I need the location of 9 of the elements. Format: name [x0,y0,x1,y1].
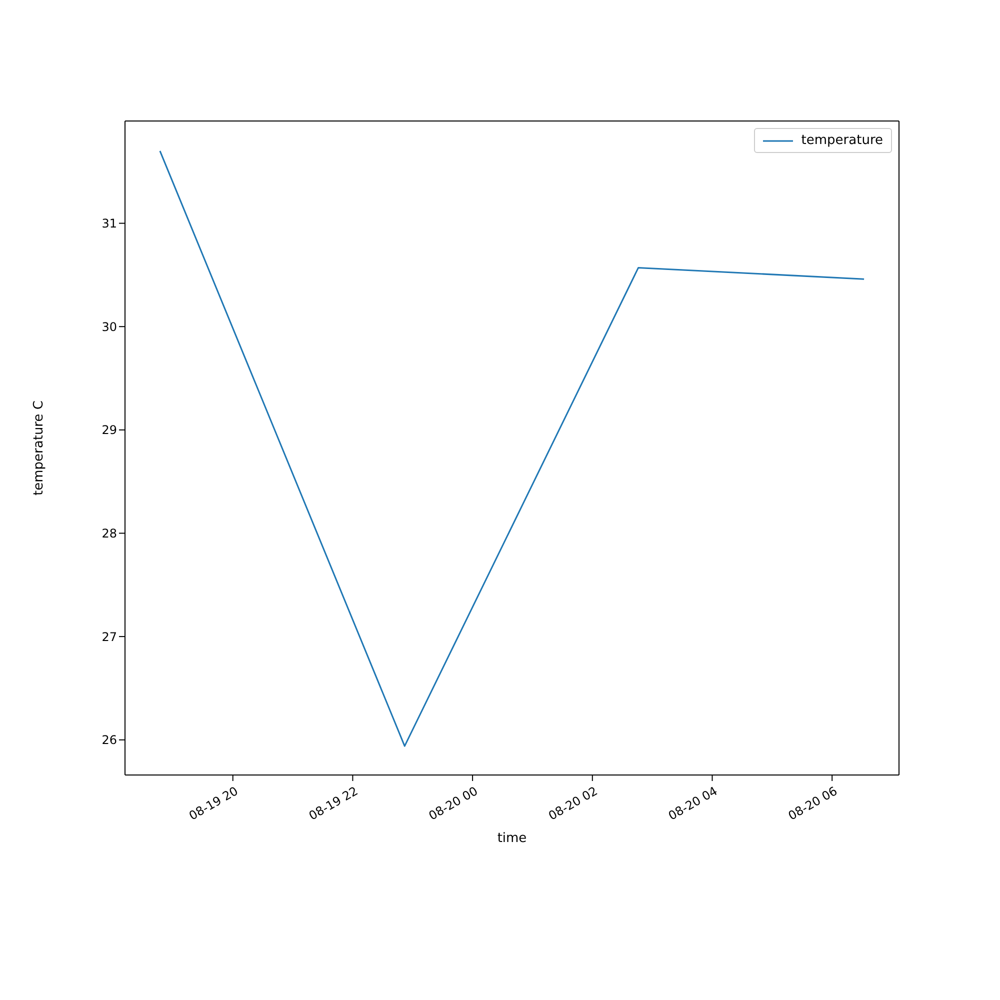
legend-label: temperature [801,133,883,148]
y-tick-label: 30 [102,320,117,334]
y-tick-label: 27 [102,630,117,644]
x-axis-title: time [497,831,527,846]
y-tick-label: 28 [102,526,117,540]
y-tick-label: 29 [102,423,117,438]
y-tick-label: 31 [102,216,117,231]
y-tick-label: 26 [102,733,117,748]
y-axis-title: temperature C [32,400,47,496]
